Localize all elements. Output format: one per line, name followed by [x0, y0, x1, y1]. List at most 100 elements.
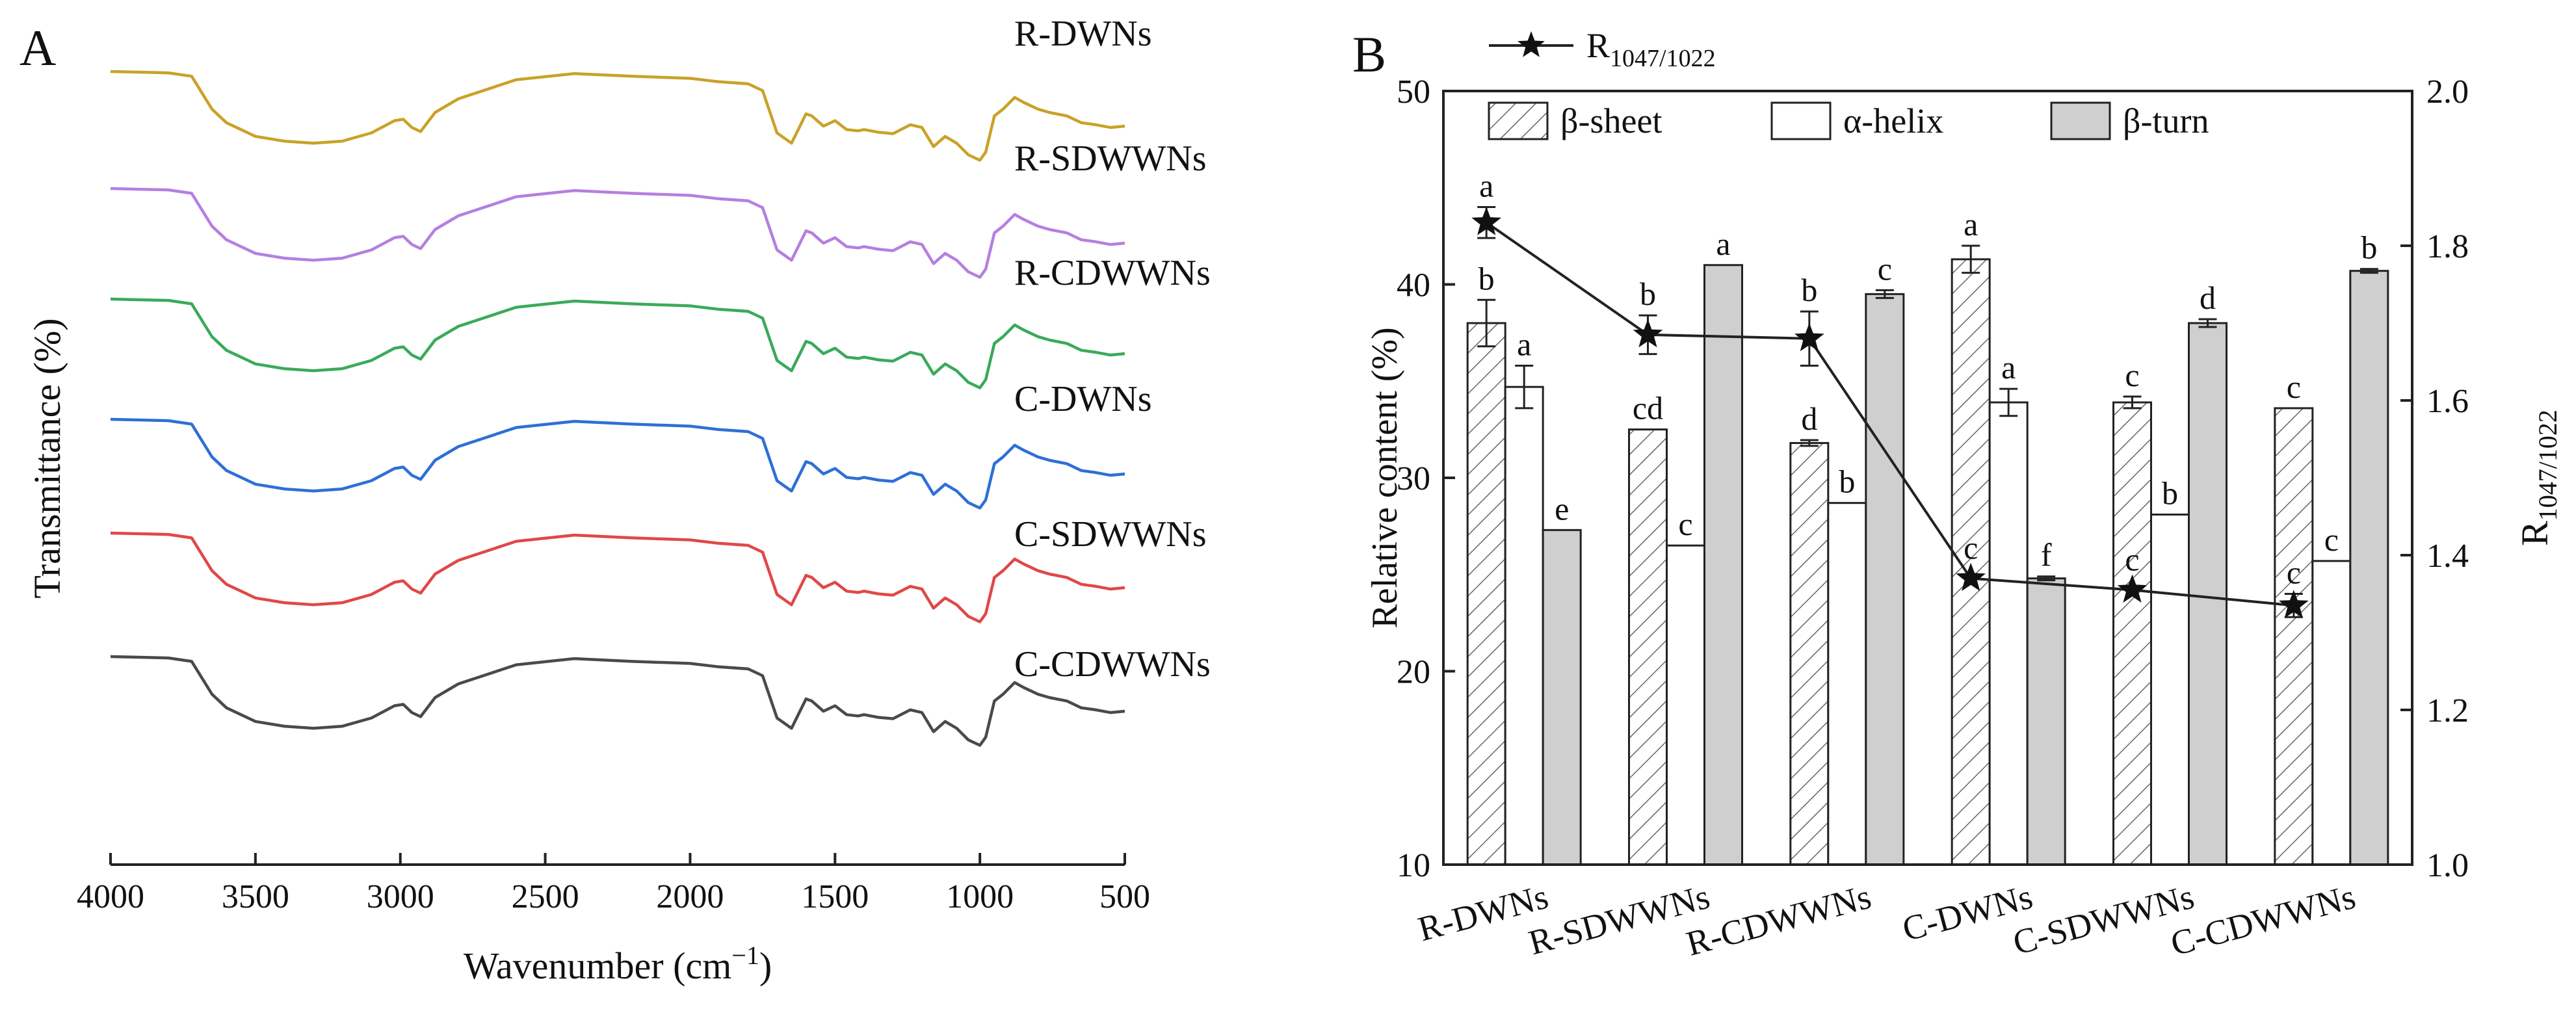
ratio-significance-letter: a: [1479, 168, 1493, 204]
x-tick-label: 500: [1099, 878, 1150, 915]
panel-a-ftir: A R-DWNs R-SDWWNs R-CDWWNs C-DWNs C-SDWWNs C-…: [20, 14, 1211, 987]
y-axis-title: Transmittance (%): [26, 318, 68, 598]
bar-β-turn-C-DWNs: [2026, 577, 2066, 866]
plot-frame: [1442, 90, 2413, 866]
y2-tick-label: 2.0: [2426, 73, 2469, 111]
bar-significance-letter: a: [1716, 226, 1730, 262]
bar-α-helix-R-SDWWNs: [1666, 544, 1705, 866]
ratio-point-star: [2117, 574, 2148, 603]
bar-α-helix-C-SDWWNs: [2150, 514, 2190, 866]
x-tick-label: 4000: [77, 878, 144, 915]
bar-α-helix-R-DWNs: [1504, 386, 1544, 866]
legend-ratio-label: R1047/1022: [1586, 26, 1716, 72]
curve-label-c-dwns: C-DWNs: [1014, 379, 1152, 419]
y2-axis-title: R1047/1022: [2514, 410, 2562, 546]
bar-β-sheet-R-SDWWNs: [1628, 428, 1668, 866]
ratio-point-star: [1956, 562, 1986, 592]
ftir-curve-r-dwns: [110, 70, 1125, 162]
ftir-curve-r-cdwwns: [110, 297, 1125, 389]
x-category-label: C-CDWWNs: [2166, 877, 2359, 963]
bar-significance-letter: b: [2361, 229, 2377, 266]
legend-alpha-helix-swatch: [1770, 101, 1832, 140]
bar-significance-letter: f: [2041, 537, 2052, 573]
y2-tick-label: 1.2: [2426, 692, 2469, 729]
ratio-significance-letter: b: [1640, 276, 1656, 312]
ratio-significance-letter: b: [1801, 272, 1817, 308]
curve-label-r-cdwwns: R-CDWWNs: [1014, 253, 1211, 293]
bar-significance-letter: d: [2200, 280, 2216, 316]
x-axis-ticks: 4000 3500 3000 2500 2000 1500 1000 500: [77, 853, 1150, 915]
ratio-point-star: [2279, 590, 2309, 618]
ftir-curve-c-cdwwns: [110, 655, 1125, 747]
x-tick-label: 1000: [946, 878, 1014, 915]
y-axis-title: Relative content (%): [1365, 327, 1405, 628]
bar-significance-letter: c: [1878, 250, 1892, 287]
ratio-significance-letter: c: [1964, 530, 1978, 566]
ratio-line-path: [1486, 221, 2294, 607]
bar-significance-letter: a: [1517, 326, 1531, 362]
y-tick-label: 30: [1397, 460, 1430, 497]
bar-β-turn-C-SDWWNs: [2188, 322, 2228, 866]
bar-β-sheet-C-CDWWNs: [2274, 407, 2314, 866]
bar-significance-letter: c: [2125, 357, 2139, 393]
ratio-point-star: [1794, 322, 1824, 352]
bar-β-sheet-C-SDWWNs: [2112, 401, 2152, 866]
bar-significance-letter: c: [2287, 369, 2301, 405]
legend-star-marker: [1518, 31, 1545, 57]
ftir-curves: [110, 70, 1125, 747]
y-axis-ticks: 10 20 30 40 50: [1397, 73, 1455, 884]
y2-axis-ticks: 1.0 1.2 1.4 1.6 1.8 2.0: [2400, 73, 2469, 884]
bar-β-turn-C-CDWWNs: [2349, 270, 2389, 866]
x-tick-label: 3500: [222, 878, 289, 915]
x-axis-title: Wavenumber (cm−1): [464, 941, 772, 987]
y2-tick-label: 1.6: [2426, 383, 2469, 420]
legend: R1047/1022 β-sheet α-helix β-turn: [1488, 26, 2209, 140]
bar-significance-letter: b: [1839, 464, 1855, 500]
ftir-curve-labels: R-DWNs R-SDWWNs R-CDWWNs C-DWNs C-SDWWNs C-CD…: [1014, 14, 1211, 685]
bar-β-sheet-R-DWNs: [1466, 322, 1506, 866]
y-tick-label: 10: [1397, 847, 1430, 884]
bar-significance-letter: e: [1555, 490, 1569, 527]
curve-label-c-sdwwns: C-SDWWNs: [1014, 514, 1207, 555]
legend-beta-turn-swatch: [2050, 101, 2111, 140]
x-tick-label: 2000: [656, 878, 724, 915]
ratio-point-star: [1471, 207, 1501, 235]
legend-beta-sheet-swatch: [1488, 101, 1549, 140]
y2-tick-label: 1.8: [2426, 228, 2469, 265]
curve-label-r-sdwwns: R-SDWWNs: [1014, 138, 1207, 179]
ftir-curve-c-sdwwns: [110, 531, 1125, 623]
y-tick-label: 40: [1397, 267, 1430, 304]
x-category-label: C-SDWWNs: [2009, 877, 2198, 963]
bar-significance-letter: d: [1801, 400, 1817, 437]
legend-beta-sheet-label: β-sheet: [1560, 101, 1662, 140]
bar-significance-letter: b: [1479, 260, 1495, 296]
bar-significance-letter: c: [1678, 506, 1692, 542]
ftir-curve-r-sdwwns: [110, 187, 1125, 279]
y2-tick-label: 1.4: [2426, 538, 2469, 575]
y2-tick-label: 1.0: [2426, 847, 2469, 884]
x-category-label: R-CDWWNs: [1682, 877, 1875, 963]
bar-significance-letter: c: [2324, 521, 2339, 558]
bar-significance-letter: a: [1964, 206, 1978, 242]
panel-a-label: A: [20, 20, 56, 76]
bar-α-helix-R-CDWWNs: [1827, 502, 1867, 866]
curve-label-c-cdwwns: C-CDWWNs: [1014, 644, 1211, 685]
bar-significance-letter: b: [2162, 475, 2178, 512]
ftir-curve-c-dwns: [110, 417, 1125, 510]
legend-alpha-helix-label: α-helix: [1843, 101, 1943, 140]
bar-significance-letter: cd: [1633, 390, 1663, 426]
ratio-point-star: [1633, 319, 1663, 348]
x-category-label: R-SDWWNs: [1525, 877, 1714, 963]
legend-beta-turn-label: β-turn: [2123, 101, 2209, 140]
panel-b-label: B: [1352, 26, 1386, 83]
ratio-significance-letter: c: [2125, 542, 2139, 578]
bar-α-helix-C-DWNs: [1988, 401, 2029, 866]
bar-β-turn-R-CDWWNs: [1865, 293, 1905, 866]
bar-significance-letter: a: [2001, 349, 2016, 386]
ratio-significance-letter: c: [2287, 555, 2301, 591]
ratio-line: ab bc c c: [1471, 168, 2309, 618]
